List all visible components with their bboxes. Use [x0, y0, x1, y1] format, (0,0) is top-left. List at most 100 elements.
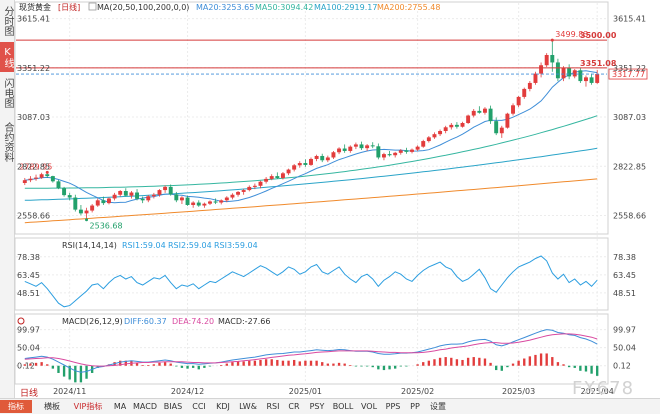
candle-body	[292, 165, 297, 170]
settings-button[interactable]: 设置	[430, 402, 446, 411]
rsi-button[interactable]: RSI	[266, 402, 280, 411]
macd-histogram-value: MACD:-27.66	[218, 317, 270, 326]
price-level-label: 3500.00	[580, 31, 617, 40]
swing-high-label: 2789.95	[19, 162, 52, 171]
candle-body	[572, 70, 577, 77]
rsi-y-tick-label: 78.38	[613, 253, 636, 262]
candle-body	[387, 154, 392, 156]
vip-indicator-button[interactable]: VIP指标	[73, 402, 103, 411]
candle-body	[348, 146, 353, 151]
price-y-tick-label-left: 3351.22	[17, 64, 50, 73]
candle-body	[78, 209, 83, 214]
candle-body	[533, 73, 538, 83]
rsi1-value: RSI1:59.04	[122, 241, 166, 250]
candle-body	[50, 176, 55, 182]
watermark-logo: FX678	[572, 378, 635, 399]
candle-body	[477, 110, 482, 113]
cr-button[interactable]: CR	[288, 402, 300, 411]
candle-body	[163, 186, 168, 191]
candle-body	[511, 105, 515, 114]
price-y-tick-label-left: 2822.85	[17, 162, 50, 171]
price-panel-frame	[14, 1, 609, 235]
candle-body	[252, 185, 257, 187]
rsi-label: RSI(14,14,14)	[62, 241, 117, 250]
horizontal-button[interactable]: 横板	[44, 402, 60, 411]
high-marker	[550, 38, 554, 42]
candle-body	[320, 155, 325, 161]
x-tick-label: 2025/02	[401, 387, 434, 396]
candle-body	[589, 77, 594, 83]
candle-body	[286, 169, 291, 174]
macd-y-tick-label-left: 50.04	[17, 344, 40, 353]
tab-lightning[interactable]: 闪电图	[2, 78, 13, 108]
cci-button[interactable]: CCI	[192, 402, 206, 411]
pps-button[interactable]: PPS	[385, 402, 401, 411]
price-y-tick-label-left: 2558.66	[17, 211, 50, 220]
instrument-name: 现货黄金	[19, 2, 51, 12]
high-label: 3499.83	[555, 30, 588, 39]
macd-plot	[23, 329, 599, 383]
candle-body	[297, 163, 302, 166]
candle-body	[22, 180, 27, 183]
ma-params: MA(20,50,100,200,0,0)	[97, 3, 189, 12]
low-label: 2536.68	[90, 222, 123, 231]
candle-body	[275, 176, 280, 178]
candle-body	[438, 131, 443, 135]
x-tick-label: 2024/12	[171, 387, 204, 396]
candle-body	[73, 197, 78, 210]
candle-body	[241, 190, 246, 192]
candle-body	[365, 145, 370, 149]
candle-body	[421, 141, 426, 147]
psy-button[interactable]: PSY	[309, 402, 325, 411]
rsi-y-tick-label: 63.45	[613, 271, 636, 280]
boll-button[interactable]: BOLL	[332, 402, 354, 411]
ma200-value: MA200:2755.48	[377, 3, 440, 12]
tab-kline[interactable]: K线图	[0, 42, 14, 72]
candle-body	[28, 178, 33, 181]
candle-body	[376, 146, 381, 158]
macd-label: MACD(26,12,9)	[62, 317, 123, 326]
macd-button[interactable]: MACD	[133, 402, 157, 411]
price-y-tick-label: 3615.41	[613, 15, 646, 24]
kdj-button[interactable]: KDJ	[216, 402, 230, 411]
rsi-y-tick-label-left: 48.51	[17, 289, 40, 298]
candle-body	[381, 154, 386, 158]
candle-body	[62, 188, 67, 196]
macd-dea-line	[24, 333, 598, 367]
pp-button[interactable]: PP	[410, 402, 420, 411]
candle-body	[179, 197, 184, 201]
candle-body	[191, 202, 196, 205]
candle-body	[185, 197, 190, 205]
candle-body	[325, 157, 330, 161]
rsi-lines	[24, 255, 598, 308]
candle-body	[264, 178, 269, 182]
candle-body	[527, 82, 532, 89]
indicator-button[interactable]: 指标	[0, 400, 32, 413]
ma100-value: MA100:2919.17	[314, 3, 377, 12]
tab-contract-info[interactable]: 合约资料	[2, 122, 13, 162]
bias-button[interactable]: BIAS	[163, 402, 183, 411]
rsi-line	[24, 255, 598, 308]
ma-settings-icon[interactable]	[88, 2, 97, 11]
candle-body	[219, 200, 224, 203]
x-tick-label: 2025/03	[502, 387, 535, 396]
macd-settings-icon[interactable]	[17, 317, 25, 325]
ma20-line	[24, 70, 598, 204]
ma-button[interactable]: MA	[113, 402, 127, 411]
candle-body	[404, 150, 409, 152]
lw-button[interactable]: LW&	[239, 402, 257, 411]
chart-canvas[interactable]: 3500.00 3351.08 3317.77 3499.83 2536.68 2789.…	[0, 0, 660, 398]
macd-y-tick-label-left: 0.12	[17, 362, 35, 371]
candle-body	[140, 198, 145, 201]
price-y-tick-label: 2822.85	[613, 162, 646, 171]
candle-body	[90, 205, 95, 211]
candle-body	[101, 200, 106, 204]
macd-dea-value: DEA:74.20	[172, 317, 214, 326]
tab-time-share[interactable]: 分时图	[2, 6, 13, 36]
candle-body	[370, 145, 375, 147]
timeframe-label[interactable]: 日线	[20, 389, 39, 399]
vol-button[interactable]: VOL	[360, 402, 378, 411]
candle-body	[499, 127, 504, 134]
tick-labels: 3615.41 3615.41 3351.22 3351.22 3087.03 3087.…	[17, 15, 646, 396]
